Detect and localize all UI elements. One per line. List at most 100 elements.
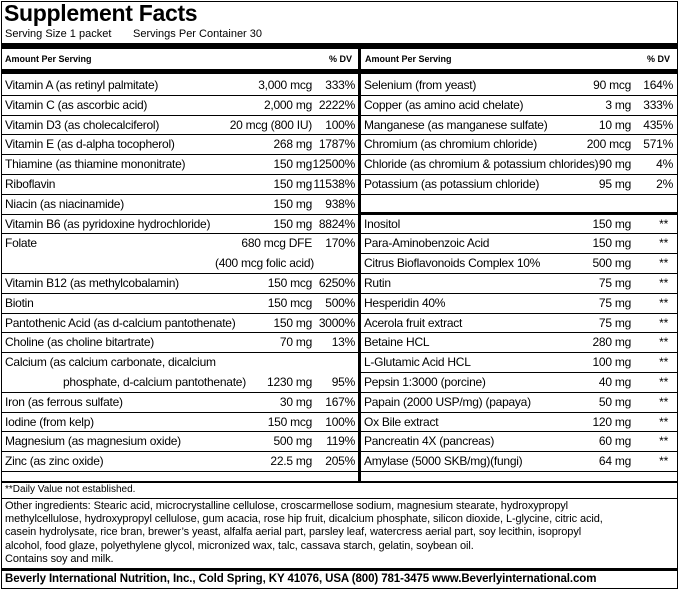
row xyxy=(2,294,358,314)
daily-value: 2222% xyxy=(318,97,355,112)
nutrient-name: Hesperidin 40% xyxy=(364,295,446,310)
footnote: **Daily Value not established. xyxy=(5,484,136,495)
row xyxy=(361,432,677,453)
amount-note: (400 mcg folic acid) xyxy=(214,256,314,271)
nutrient-name: Riboflavin xyxy=(5,177,56,191)
daily-value: 3000% xyxy=(318,315,355,330)
ingredient-line: Other ingredients: Stearic acid, microcr… xyxy=(5,500,568,512)
nutrient-name: Iron (as ferrous sulfate) xyxy=(5,394,123,409)
nutrient-name: Chromium (as chromium chloride) xyxy=(364,137,537,152)
nutrient-name: Betaine HCL xyxy=(364,335,430,350)
row xyxy=(361,393,677,413)
column-header: Amount Per Serving xyxy=(365,54,452,64)
row xyxy=(361,175,677,195)
daily-value: 1787% xyxy=(318,137,355,152)
amount: 680 mcg DFE xyxy=(241,236,312,251)
column-header: Amount Per Serving xyxy=(5,54,92,64)
nutrient-name: Vitamin D3 (as cholecalciferol) xyxy=(5,117,160,132)
daily-value: 170% xyxy=(325,236,355,251)
nutrient-name: Citrus Bioflavonoids Complex 10% xyxy=(364,256,541,271)
amount: 120 mg xyxy=(592,414,631,429)
rule xyxy=(2,498,677,499)
row xyxy=(2,393,358,413)
row xyxy=(2,234,358,274)
row xyxy=(2,432,358,453)
nutrient-name: phosphate, d-calcium pantothenate) xyxy=(63,375,246,389)
row xyxy=(361,135,677,156)
amount: 60 mg xyxy=(598,434,631,449)
amount: 150 mg xyxy=(273,157,312,172)
daily-value: ** xyxy=(659,355,668,370)
nutrient-name: Magnesium (as magnesium oxide) xyxy=(5,434,181,449)
row xyxy=(2,353,358,393)
daily-value: 571% xyxy=(643,137,673,152)
amount: 500 mg xyxy=(273,434,312,449)
daily-value: 167% xyxy=(325,394,355,409)
amount: 20 mcg (800 IU) xyxy=(229,117,313,132)
daily-value: 435% xyxy=(643,117,673,132)
row xyxy=(361,452,677,472)
nutrient-name: Rutin xyxy=(364,276,391,290)
nutrient-name: Folate xyxy=(5,236,37,251)
nutrient-name: Zinc (as zinc oxide) xyxy=(5,454,104,469)
nutrient-name: Potassium (as potassium chloride) xyxy=(364,177,540,191)
amount: 10 mg xyxy=(598,117,631,132)
daily-value: 6250% xyxy=(318,276,355,290)
amount: 90 mg xyxy=(598,157,631,172)
row xyxy=(361,413,677,433)
amount: 150 mg xyxy=(273,315,312,330)
daily-value: 205% xyxy=(325,454,355,469)
row xyxy=(2,135,358,156)
row xyxy=(361,274,677,294)
nutrient-name: Ox Bile extract xyxy=(364,414,439,429)
daily-value: 333% xyxy=(643,97,673,112)
daily-value: 8824% xyxy=(318,216,355,231)
daily-value: ** xyxy=(659,236,668,251)
amount: 1230 mg xyxy=(267,375,312,389)
ingredient-line: alcohol, food glaze, polyethylene glycol… xyxy=(5,539,474,552)
daily-value: ** xyxy=(659,335,668,350)
daily-value: 500% xyxy=(325,295,355,310)
daily-value: ** xyxy=(659,276,668,290)
servings-per-container: Servings Per Container 30 xyxy=(133,28,263,40)
nutrient-name: Copper (as amino acid chelate) xyxy=(364,97,524,112)
nutrient-name: Chloride (as chromium & potassium chlori… xyxy=(364,157,599,172)
nutrient-name: Selenium (from yeast) xyxy=(364,78,477,92)
nutrient-name: L-Glutamic Acid HCL xyxy=(364,355,471,370)
amount: 150 mcg xyxy=(267,295,313,310)
row xyxy=(361,234,677,255)
amount: 75 mg xyxy=(598,295,631,310)
amount: 75 mg xyxy=(598,315,631,330)
column-header: % DV xyxy=(328,54,352,64)
row xyxy=(361,116,677,136)
daily-value: 12500% xyxy=(312,157,355,172)
row xyxy=(2,175,358,195)
amount: 150 mg xyxy=(592,236,631,251)
nutrient-name: Pantothenic Acid (as d-calcium pantothen… xyxy=(5,315,236,330)
row xyxy=(2,274,358,294)
daily-value: ** xyxy=(659,375,668,389)
serving-size: Serving Size 1 packet xyxy=(5,28,112,40)
row xyxy=(2,452,358,472)
nutrient-name: Papain (2000 USP/mg) (papaya) xyxy=(364,394,531,409)
daily-value: ** xyxy=(659,315,668,330)
nutrient-name: Amylase (5000 SKB/mg)(fungi) xyxy=(364,454,523,469)
row xyxy=(361,96,677,116)
rule xyxy=(2,568,677,571)
amount: 30 mg xyxy=(279,394,312,409)
daily-value: 13% xyxy=(331,335,356,350)
daily-value: 938% xyxy=(325,196,355,211)
row xyxy=(2,116,358,136)
daily-value: ** xyxy=(659,414,668,429)
amount: 75 mg xyxy=(598,276,631,290)
nutrient-name: Vitamin B12 (as methylcobalamin) xyxy=(5,276,179,290)
daily-value: 100% xyxy=(325,414,355,429)
nutrient-name: Vitamin B6 (as pyridoxine hydrochloride) xyxy=(5,216,211,231)
amount: 40 mg xyxy=(598,375,631,389)
footer: Beverly International Nutrition, Inc., C… xyxy=(5,573,597,585)
daily-value: ** xyxy=(659,216,668,231)
row xyxy=(2,333,358,354)
title: Supplement Facts xyxy=(4,0,198,26)
column-header: % DV xyxy=(646,54,670,64)
daily-value: ** xyxy=(659,434,668,449)
